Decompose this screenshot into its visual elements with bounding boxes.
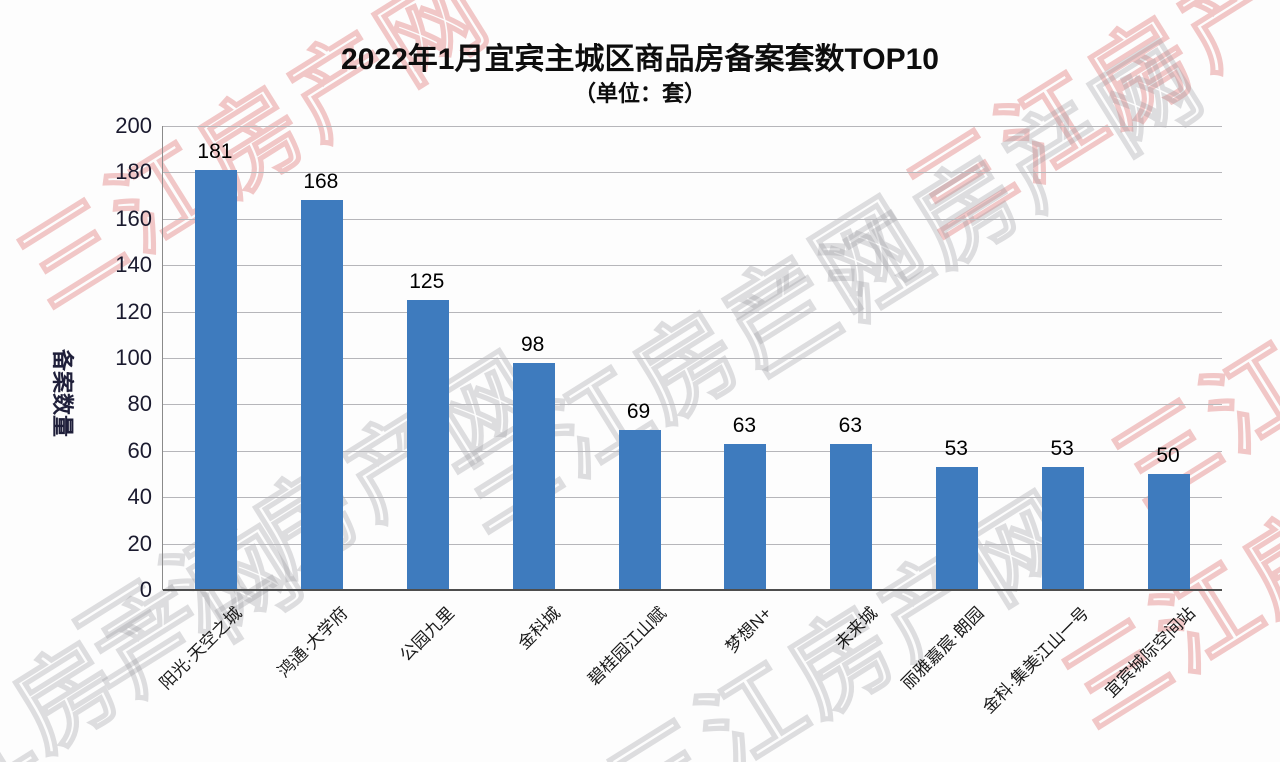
bar-value-label: 69 <box>626 399 651 423</box>
x-tick-label: 金科城 <box>514 603 564 654</box>
bar-value-label: 98 <box>520 332 545 356</box>
gridline <box>163 311 1222 313</box>
y-tick-label: 160 <box>115 205 152 231</box>
x-tick-label: 鸿通·大学府 <box>274 603 352 682</box>
bar <box>512 362 555 590</box>
x-tick-label: 宜宾城际空间站 <box>1101 603 1200 702</box>
y-tick-label: 120 <box>115 298 152 324</box>
bar-value-label: 53 <box>944 437 968 461</box>
x-tick-label: 未来城 <box>831 603 882 654</box>
gridline <box>163 450 1222 452</box>
x-tick-label: 丽雅嘉宸·朗园 <box>897 603 988 694</box>
x-axis-line <box>163 589 1222 591</box>
bar <box>724 443 767 590</box>
bar-value-label: 50 <box>1156 444 1180 467</box>
y-tick-label: 200 <box>115 113 152 138</box>
gridline <box>163 543 1222 545</box>
gridline <box>163 358 1222 359</box>
y-tick-label: 20 <box>127 530 152 556</box>
x-tick-label: 梦想N+ <box>722 603 776 657</box>
bar-value-label: 181 <box>197 140 233 164</box>
bar-value-label: 125 <box>409 270 445 293</box>
gridline <box>163 172 1222 174</box>
bar-value-label: 63 <box>732 413 757 437</box>
bar <box>618 429 661 590</box>
bar-value-label: 53 <box>1050 437 1074 461</box>
gridline <box>163 497 1222 499</box>
gridline <box>163 126 1222 127</box>
bar <box>406 300 449 590</box>
bar-value-label: 168 <box>303 170 339 194</box>
bar <box>1042 467 1085 590</box>
gridline <box>163 404 1222 406</box>
bar <box>1148 474 1191 590</box>
y-tick-label: 140 <box>115 252 152 278</box>
y-tick-label: 100 <box>115 345 152 370</box>
bar <box>830 443 873 590</box>
x-tick-label: 阳光·天空之城 <box>156 603 246 694</box>
bar-value-label: 63 <box>838 413 863 437</box>
x-tick-label: 碧桂园江山赋 <box>583 603 670 690</box>
chart-title: 2022年1月宜宾主城区商品房备案套数TOP10 <box>341 43 939 76</box>
bar <box>936 467 979 590</box>
x-tick-label: 公园九里 <box>396 603 458 666</box>
y-tick-label: 40 <box>127 484 152 510</box>
y-tick-label: 80 <box>127 391 152 417</box>
bar <box>194 170 237 590</box>
chart-subtitle: （单位：套） <box>573 81 706 106</box>
x-tick-label: 金科·集美江山一号 <box>979 603 1094 718</box>
y-tick-label: 0 <box>139 577 152 602</box>
gridline <box>163 265 1222 267</box>
gridline <box>163 218 1222 220</box>
plot-area <box>162 126 1222 591</box>
y-tick-label: 180 <box>115 159 152 185</box>
y-tick-label: 60 <box>127 437 152 463</box>
bar <box>300 200 343 590</box>
